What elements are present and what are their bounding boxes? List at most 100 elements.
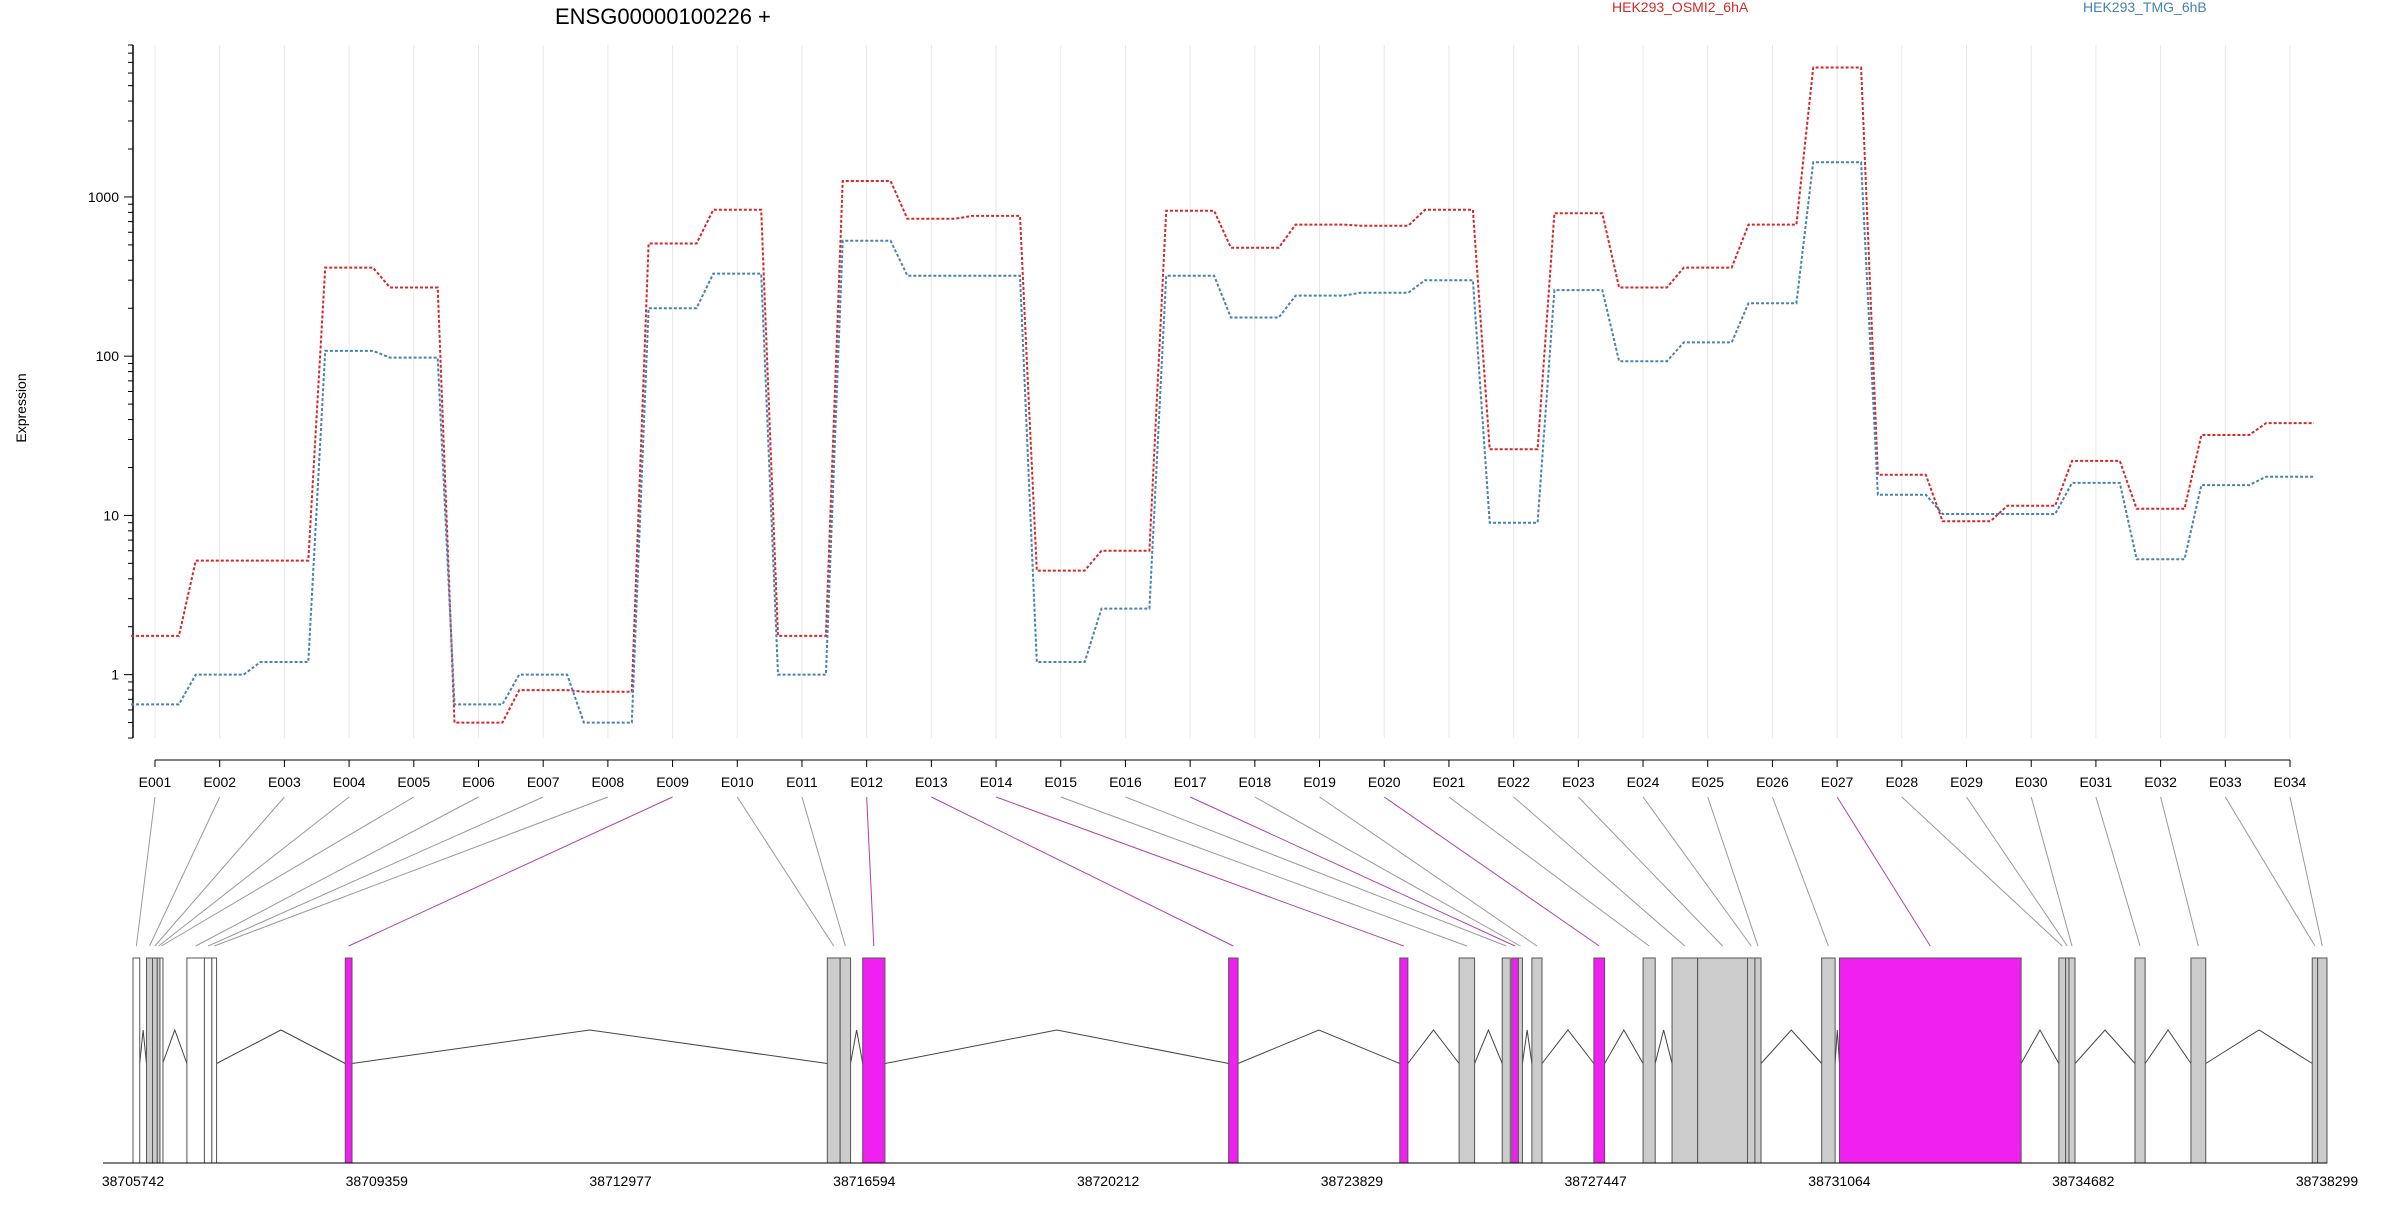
series-line-tmg — [131, 161, 2314, 724]
intron — [1654, 1029, 1673, 1064]
x-tick-label: E032 — [2144, 774, 2177, 790]
intron — [216, 1029, 346, 1064]
exon-E024 — [1747, 957, 1756, 1164]
intron — [1407, 1029, 1460, 1064]
exon-E013 — [1228, 957, 1239, 1164]
exon-E029 — [2065, 957, 2070, 1164]
x-tick-label: E013 — [915, 774, 948, 790]
x-tick-label: E003 — [268, 774, 301, 790]
connector-E022 — [1513, 796, 1686, 947]
intron — [1521, 1029, 1533, 1064]
connector-E033 — [2224, 796, 2316, 947]
gene-model — [132, 957, 2328, 1164]
x-tick-label: E033 — [2209, 774, 2242, 790]
x-tick-label: E016 — [1109, 774, 1142, 790]
x-tick-label: E034 — [2274, 774, 2307, 790]
exon-E030 — [2068, 957, 2076, 1164]
series-lines — [131, 66, 2314, 724]
connector-E030 — [2030, 796, 2073, 947]
exon-E007 — [203, 957, 213, 1164]
x-tick-label: E007 — [527, 774, 560, 790]
coordinate-tick-label: 38731064 — [1808, 1173, 1871, 1189]
exon-E016 — [1501, 957, 1511, 1164]
x-tick-label: E019 — [1303, 774, 1336, 790]
intron — [1604, 1028, 1644, 1064]
coordinate-tick-label: 38716594 — [833, 1173, 896, 1189]
coordinate-tick-label: 38712977 — [589, 1173, 652, 1189]
x-tick-label: E012 — [850, 774, 883, 790]
exon-connectors — [135, 796, 2323, 947]
x-tick-label: E030 — [2015, 774, 2048, 790]
x-tick-label: E006 — [462, 774, 495, 790]
connector-E031 — [2095, 796, 2141, 947]
intron — [1237, 1029, 1400, 1064]
series-line-osmi2 — [131, 66, 2314, 724]
exon-E015 — [1458, 957, 1476, 1164]
connector-E020 — [1383, 796, 1600, 947]
x-tick-label: E024 — [1627, 774, 1660, 790]
intron — [351, 1029, 828, 1064]
intron — [2020, 1028, 2060, 1064]
exon-E020 — [1593, 957, 1606, 1164]
exon-E011 — [839, 957, 852, 1164]
exon-E006 — [186, 957, 205, 1164]
y-axis-label: Expression — [13, 373, 29, 442]
y-tick-label: 10 — [103, 507, 119, 523]
coordinate-tick-label: 38734682 — [2052, 1173, 2115, 1189]
intron — [2205, 1029, 2313, 1064]
x-tick-label: E001 — [139, 774, 172, 790]
x-tick-label: E004 — [333, 774, 366, 790]
intron — [2074, 1029, 2136, 1064]
connector-E014 — [995, 796, 1405, 947]
y-tick-label: 100 — [96, 348, 120, 364]
intron — [1760, 1029, 1823, 1064]
connector-E024 — [1642, 796, 1752, 947]
exon-E023 — [1697, 957, 1749, 1164]
exon-E019 — [1531, 957, 1543, 1164]
exon-E034 — [2317, 957, 2328, 1164]
connector-E028 — [1901, 796, 2063, 947]
connector-E017 — [1189, 796, 1516, 947]
connector-E011 — [801, 796, 846, 947]
connector-E023 — [1577, 796, 1723, 947]
exon-E009 — [344, 957, 353, 1164]
intron — [2144, 1029, 2192, 1064]
connector-E009 — [348, 796, 673, 947]
coordinate-tick-label: 38738299 — [2296, 1173, 2359, 1189]
x-tick-label: E029 — [1950, 774, 1983, 790]
exon-E003 — [152, 957, 158, 1164]
coordinate-axis: 38705742 38709359 38712977 38716594 38720212… — [102, 1162, 2359, 1189]
x-tick-label: E010 — [721, 774, 754, 790]
intron — [1834, 1029, 1840, 1064]
exon-E033 — [2311, 957, 2319, 1164]
chart-title: ENSG00000100226 + — [555, 4, 771, 29]
exon-E008 — [211, 957, 218, 1164]
intron — [1541, 1029, 1595, 1064]
intron — [139, 1029, 147, 1064]
exon-E010 — [826, 957, 841, 1164]
connector-E005 — [161, 796, 415, 947]
legend-entry-osmi2: HEK293_OSMI2_6hA — [1612, 0, 1749, 15]
connector-E012 — [866, 796, 875, 947]
coordinate-tick-label: 38709359 — [346, 1173, 409, 1189]
exon-E014 — [1399, 957, 1409, 1164]
connector-E027 — [1836, 796, 1931, 947]
connector-E032 — [2160, 796, 2199, 947]
y-axis: 1 10 100 1000 — [88, 44, 134, 739]
exon-E017 — [1511, 957, 1519, 1164]
legend-entry-tmg: HEK293_TMG_6hB — [2083, 0, 2207, 15]
coordinate-tick-label: 38720212 — [1077, 1173, 1140, 1189]
connector-E004 — [158, 796, 350, 947]
x-tick-label: E005 — [397, 774, 430, 790]
exon-E012 — [862, 957, 886, 1164]
connector-E010 — [736, 796, 835, 947]
x-tick-label: E008 — [592, 774, 625, 790]
x-tick-label: E020 — [1368, 774, 1401, 790]
connector-E016 — [1125, 796, 1507, 947]
connector-E021 — [1448, 796, 1650, 947]
x-tick-label: E027 — [1821, 774, 1854, 790]
x-tick-label: E023 — [1562, 774, 1595, 790]
connector-E002 — [149, 796, 221, 947]
